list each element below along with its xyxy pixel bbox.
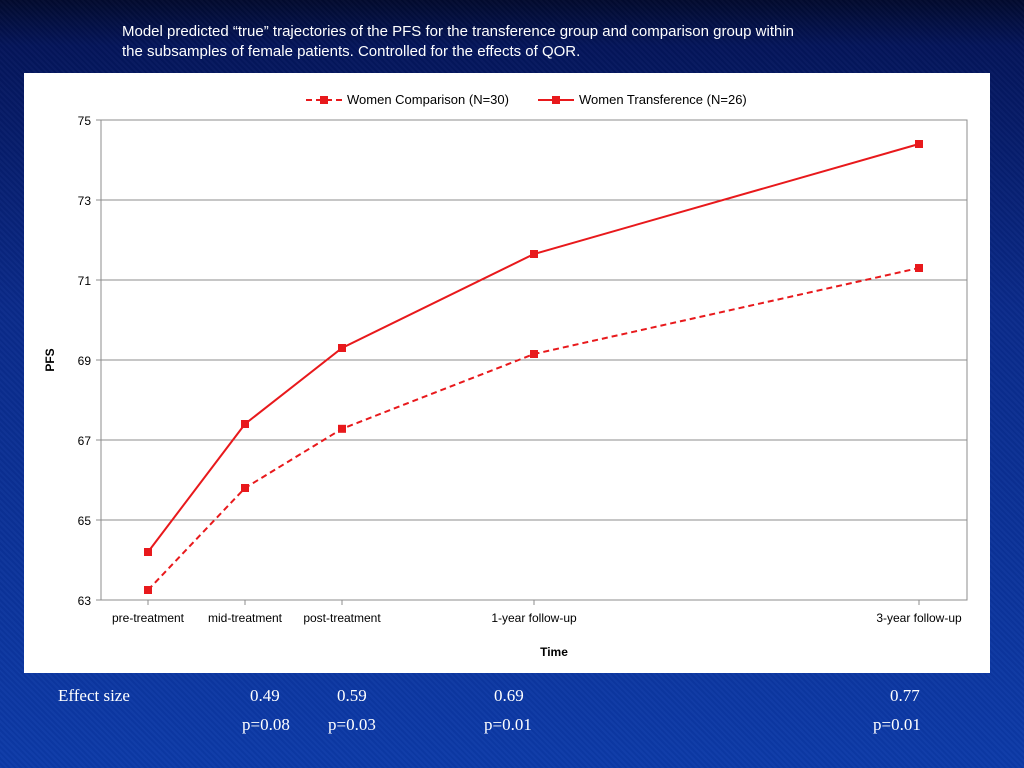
data-point-marker [338,424,346,433]
x-tick-label: 1-year follow-up [491,611,577,625]
effect-size-label: Effect size [58,686,130,705]
legend-marker [320,96,328,104]
x-tick-label: 3-year follow-up [876,611,962,625]
effect-size-value: 0.49 [250,686,280,705]
slide-caption: Model predicted “true” trajectories of t… [122,22,922,62]
y-tick-label: 71 [78,274,92,288]
y-tick-label: 73 [78,194,92,208]
effect-size-p-value: p=0.08 [242,715,290,734]
effect-size-p-value: p=0.01 [484,715,532,734]
y-tick-label: 63 [78,594,92,608]
effect-size-value: 0.59 [337,686,367,705]
data-point-marker [241,484,249,492]
x-tick-label: pre-treatment [112,611,185,625]
caption-line-2: the subsamples of female patients. Contr… [122,43,581,60]
x-tick-label: post-treatment [303,611,381,625]
data-point-marker [241,420,249,428]
caption-line-1: Model predicted “true” trajectories of t… [122,23,795,40]
pfs-line-chart: 63 65 67 69 71 73 75 pre-treatment mid-treatment… [43,92,968,659]
y-tick-label: 67 [78,434,92,448]
chart-panel: 63 65 67 69 71 73 75 pre-treatment mid-treatment… [24,73,990,673]
effect-size-value: 0.69 [494,686,524,705]
data-point-marker [338,344,346,352]
y-axis-title: PFS [43,348,57,371]
data-point-marker [915,140,923,148]
series-line [147,267,920,591]
effect-size-p-value: p=0.01 [873,715,921,734]
y-tick-label: 69 [78,354,92,368]
x-tick-label: mid-treatment [208,611,283,625]
y-tick-label: 65 [78,514,92,528]
effect-size-p-value: p=0.03 [328,715,376,734]
data-point-marker [144,548,152,556]
data-point-marker [915,264,923,272]
data-point-marker [144,586,152,594]
legend-label: Women Transference (N=26) [579,92,747,107]
effect-size-value: 0.77 [890,686,920,705]
y-tick-label: 75 [78,114,92,128]
x-axis-title: Time [540,645,568,659]
series-line [147,143,920,553]
legend-marker [552,96,560,104]
legend-label: Women Comparison (N=30) [347,92,509,107]
data-point-marker [530,250,538,258]
data-point-marker [530,350,538,358]
